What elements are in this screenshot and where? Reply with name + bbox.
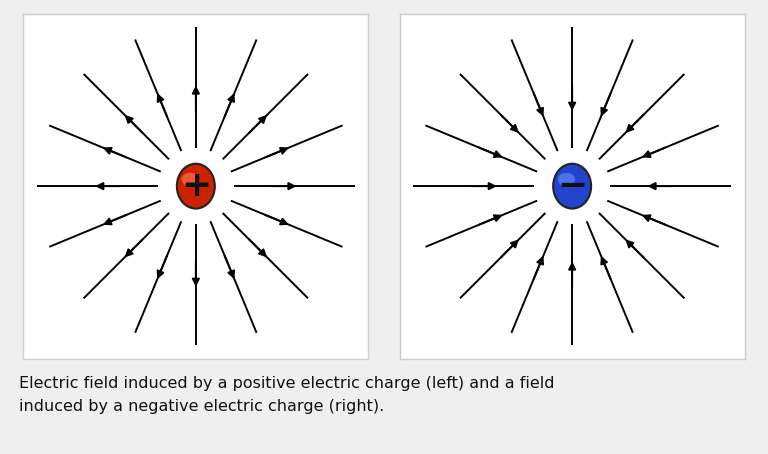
Ellipse shape: [181, 173, 199, 186]
Ellipse shape: [553, 164, 591, 208]
Ellipse shape: [177, 164, 215, 208]
Text: +: +: [180, 169, 211, 203]
Text: −: −: [557, 169, 588, 203]
Text: Electric field induced by a positive electric charge (left) and a field
induced : Electric field induced by a positive ele…: [19, 376, 554, 414]
Ellipse shape: [558, 173, 575, 186]
